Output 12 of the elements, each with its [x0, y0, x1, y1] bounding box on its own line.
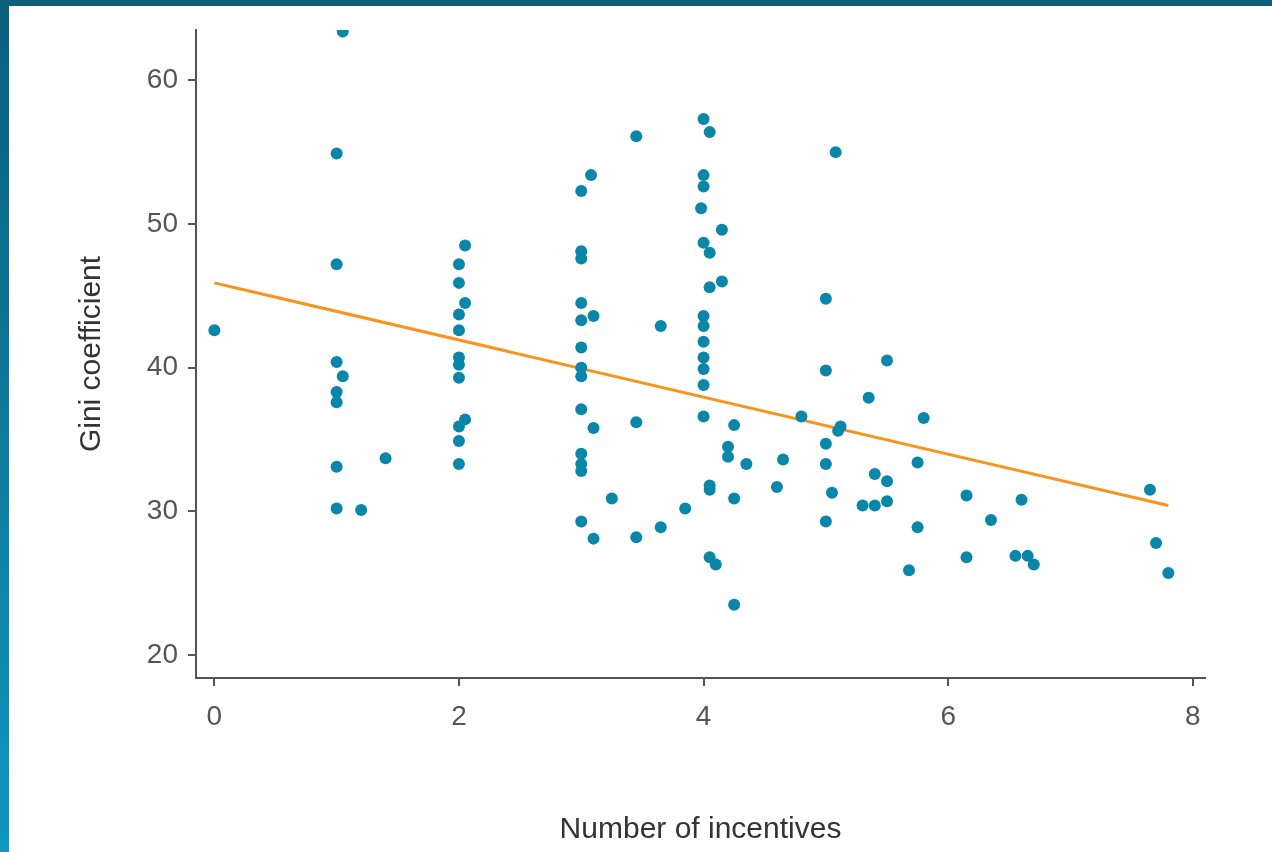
x-tick-label: 0	[206, 699, 223, 731]
x-tick-label: 6	[940, 699, 956, 731]
x-tick-label: 4	[695, 699, 712, 731]
y-tick-label: 30	[146, 494, 178, 526]
x-tick-label: 8	[1184, 699, 1201, 731]
y-tick-label: 60	[146, 63, 178, 95]
x-axis-title: Number of incentives	[559, 811, 842, 845]
y-tick-label: 50	[146, 206, 178, 238]
y-tick-label: 40	[146, 350, 178, 382]
y-axis-title: Gini coefficient	[73, 255, 107, 453]
x-tick-label: 2	[451, 699, 467, 731]
y-tick-label: 20	[146, 637, 178, 669]
